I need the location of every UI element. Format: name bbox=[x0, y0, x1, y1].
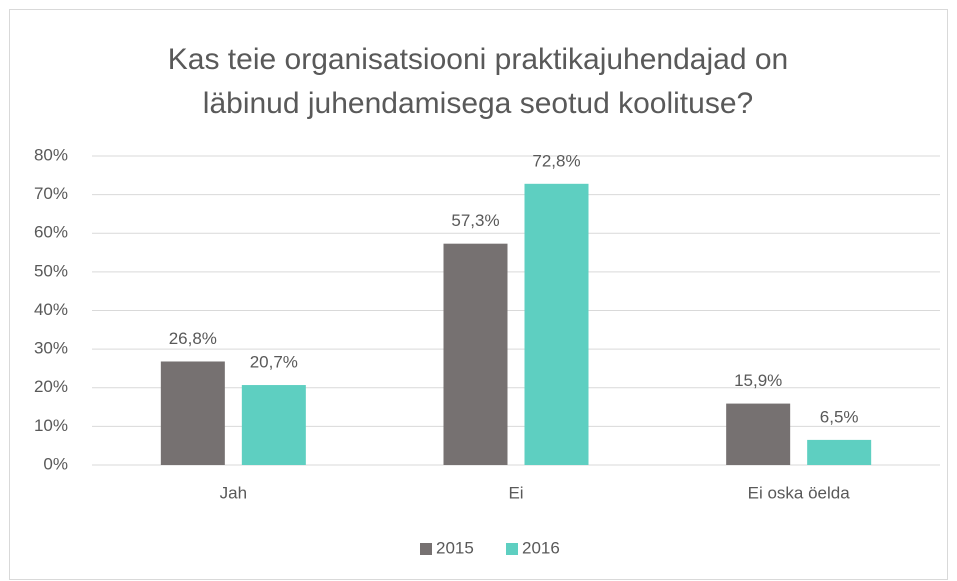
bar bbox=[524, 183, 589, 465]
bar bbox=[443, 243, 508, 465]
bar bbox=[241, 385, 306, 465]
data-label: 57,3% bbox=[451, 211, 499, 230]
bar bbox=[807, 439, 872, 465]
chart-border bbox=[9, 9, 948, 580]
legend-label: 2016 bbox=[522, 538, 560, 557]
x-tick-label: Jah bbox=[220, 483, 247, 502]
y-tick-label: 50% bbox=[34, 261, 68, 280]
data-label: 6,5% bbox=[820, 407, 859, 426]
chart-title: Kas teie organisatsiooni praktikajuhenda… bbox=[167, 43, 789, 120]
y-tick-label: 40% bbox=[34, 300, 68, 319]
y-tick-label: 20% bbox=[34, 377, 68, 396]
bar bbox=[160, 361, 225, 465]
y-tick-label: 70% bbox=[34, 184, 68, 203]
x-tick-label: Ei bbox=[508, 483, 523, 502]
y-tick-label: 10% bbox=[34, 416, 68, 435]
legend-label: 2015 bbox=[436, 538, 474, 557]
legend-swatch bbox=[506, 543, 518, 555]
data-label: 15,9% bbox=[734, 371, 782, 390]
y-tick-label: 0% bbox=[43, 454, 68, 473]
y-tick-label: 30% bbox=[34, 339, 68, 358]
y-tick-label: 60% bbox=[34, 223, 68, 242]
y-tick-label: 80% bbox=[34, 145, 68, 164]
x-tick-label: Ei oska öelda bbox=[748, 483, 851, 502]
data-label: 26,8% bbox=[169, 329, 217, 348]
data-label: 20,7% bbox=[250, 353, 298, 372]
bar bbox=[726, 403, 791, 465]
data-label: 72,8% bbox=[532, 151, 580, 170]
legend-swatch bbox=[420, 543, 432, 555]
